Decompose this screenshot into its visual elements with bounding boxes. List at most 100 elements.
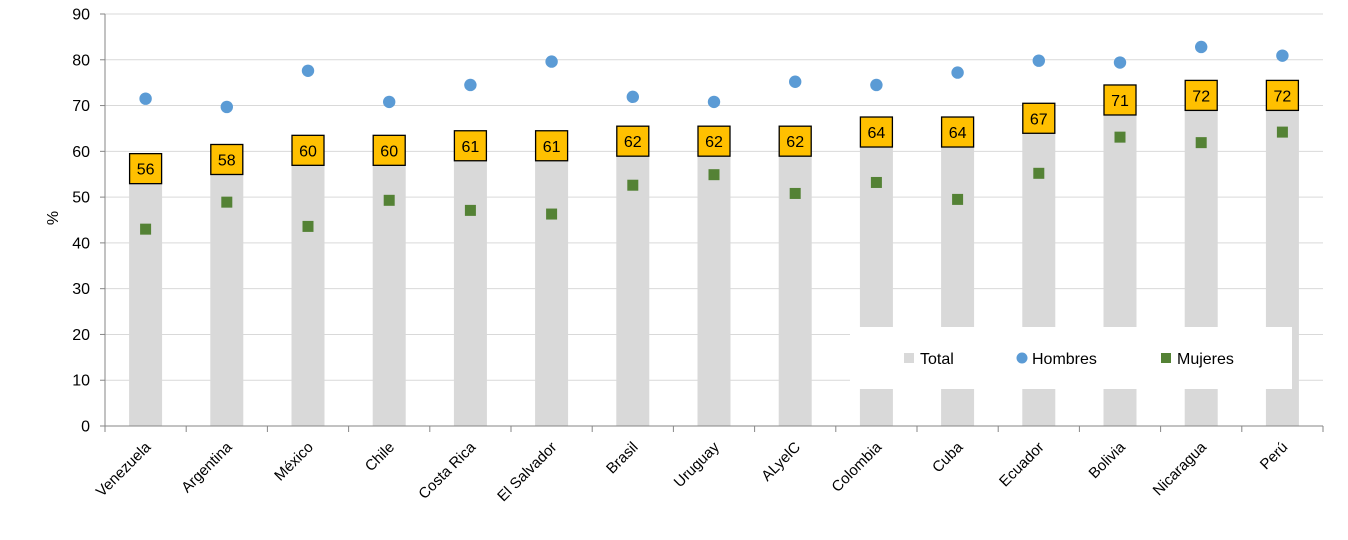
x-tick-label: El Salvador <box>494 439 560 505</box>
point-hombres <box>1032 54 1046 67</box>
data-label-total: 62 <box>786 134 804 151</box>
point-mujeres <box>221 196 233 208</box>
point-hombres <box>383 95 396 109</box>
legend-box <box>850 327 1292 389</box>
data-label-box <box>859 116 894 148</box>
x-tick-label: Perú <box>1257 439 1291 473</box>
data-label-box <box>940 116 975 148</box>
point-mujeres <box>464 204 476 216</box>
point-mujeres <box>952 193 964 205</box>
data-label-total: 62 <box>624 134 642 151</box>
y-tick-label: 40 <box>72 235 90 252</box>
axes <box>100 13 1324 432</box>
x-tick-label: Chile <box>362 439 398 475</box>
bar-total <box>291 151 325 427</box>
data-label-total: 67 <box>1030 111 1048 128</box>
point-hombres <box>1113 56 1127 69</box>
data-label-box <box>534 130 569 162</box>
data-label-total: 62 <box>705 134 723 151</box>
data-label-box <box>210 143 244 176</box>
data-label-box <box>128 152 163 185</box>
legend-label-mujeres: Mujeres <box>1177 351 1234 368</box>
y-tick-label: 10 <box>72 373 90 390</box>
x-tick-label: Bolivia <box>1086 438 1130 482</box>
y-tick-label: 90 <box>72 7 90 24</box>
point-hombres <box>1195 40 1208 54</box>
point-mujeres <box>302 220 314 232</box>
point-hombres <box>139 92 152 105</box>
legend-label-hombres: Hombres <box>1032 351 1097 368</box>
y-tick-label: 0 <box>81 419 90 436</box>
x-tick-label: México <box>271 439 317 485</box>
bar-total <box>453 146 487 426</box>
data-label-total: 60 <box>380 143 398 160</box>
data-label-box <box>291 134 325 166</box>
point-mujeres <box>789 187 801 199</box>
x-tick-label: Colombia <box>828 438 885 495</box>
point-hombres <box>220 100 233 114</box>
point-hombres <box>870 78 883 92</box>
point-mujeres <box>870 176 882 188</box>
point-mujeres <box>1033 167 1045 179</box>
data-label-total: 72 <box>1274 88 1292 105</box>
point-mujeres <box>1276 126 1288 138</box>
data-label-total: 61 <box>543 139 561 156</box>
x-tick-label: Venezuela <box>93 438 155 500</box>
x-tick-label: Argentina <box>178 438 236 496</box>
point-hombres <box>464 78 477 92</box>
data-label-box <box>1184 79 1218 112</box>
x-tick-labels: Venezuela Argentina México Chile Costa Rica E… <box>93 438 1291 505</box>
data-label-total: 64 <box>949 125 967 142</box>
y-tick-label: 60 <box>72 144 90 161</box>
point-hombres <box>951 66 964 79</box>
legend-swatch-total <box>904 353 914 363</box>
y-tick-labels: 0 10 20 30 40 50 60 70 80 90 <box>72 7 90 436</box>
data-label-box <box>697 125 731 157</box>
bar-total <box>372 151 406 427</box>
point-mujeres <box>546 208 558 220</box>
point-hombres <box>301 64 315 77</box>
x-tick-label: Uruguay <box>671 438 723 490</box>
point-hombres <box>707 95 721 109</box>
data-label-box <box>1103 84 1137 116</box>
y-tick-label: 50 <box>72 190 90 207</box>
x-tick-label: Costa Rica <box>415 438 479 502</box>
x-tick-label: Cuba <box>929 438 967 476</box>
series-hombres <box>139 40 1289 114</box>
point-mujeres <box>140 223 152 235</box>
y-axis-label: % <box>45 211 62 225</box>
x-tick-label: ALyelC <box>758 439 804 485</box>
bar-total <box>778 142 812 426</box>
legend: Total Hombres Mujeres <box>850 327 1292 389</box>
point-hombres <box>789 75 802 88</box>
y-tick-label: 70 <box>72 98 90 115</box>
point-mujeres <box>708 169 720 181</box>
data-label-total: 60 <box>299 143 317 160</box>
point-mujeres <box>627 179 639 191</box>
data-label-box <box>1022 102 1056 134</box>
y-tick-label: 30 <box>72 281 90 298</box>
point-hombres <box>626 90 639 104</box>
y-tick-label: 20 <box>72 327 90 344</box>
data-label-box <box>778 125 812 157</box>
data-label-total: 61 <box>462 139 480 156</box>
data-label-total: 64 <box>868 125 886 142</box>
x-tick-label: Ecuador <box>996 439 1048 491</box>
legend-swatch-mujeres <box>1161 353 1171 363</box>
point-mujeres <box>383 194 395 206</box>
x-tick-label: Brasil <box>603 439 642 478</box>
x-tick-label: Nicaragua <box>1150 438 1211 499</box>
point-mujeres <box>1195 137 1207 149</box>
data-label-box <box>616 125 650 157</box>
data-label-box <box>1265 79 1300 112</box>
legend-swatch-hombres <box>1016 352 1028 364</box>
bar-total <box>129 169 163 426</box>
y-tick-label: 80 <box>72 52 90 69</box>
bar-total <box>535 146 569 426</box>
series-mujeres <box>140 126 1288 235</box>
data-label-total: 58 <box>218 152 236 169</box>
data-label-total: 56 <box>137 162 155 179</box>
data-label-total: 71 <box>1111 93 1129 110</box>
bar-total <box>697 142 731 426</box>
data-label-box <box>453 130 488 162</box>
